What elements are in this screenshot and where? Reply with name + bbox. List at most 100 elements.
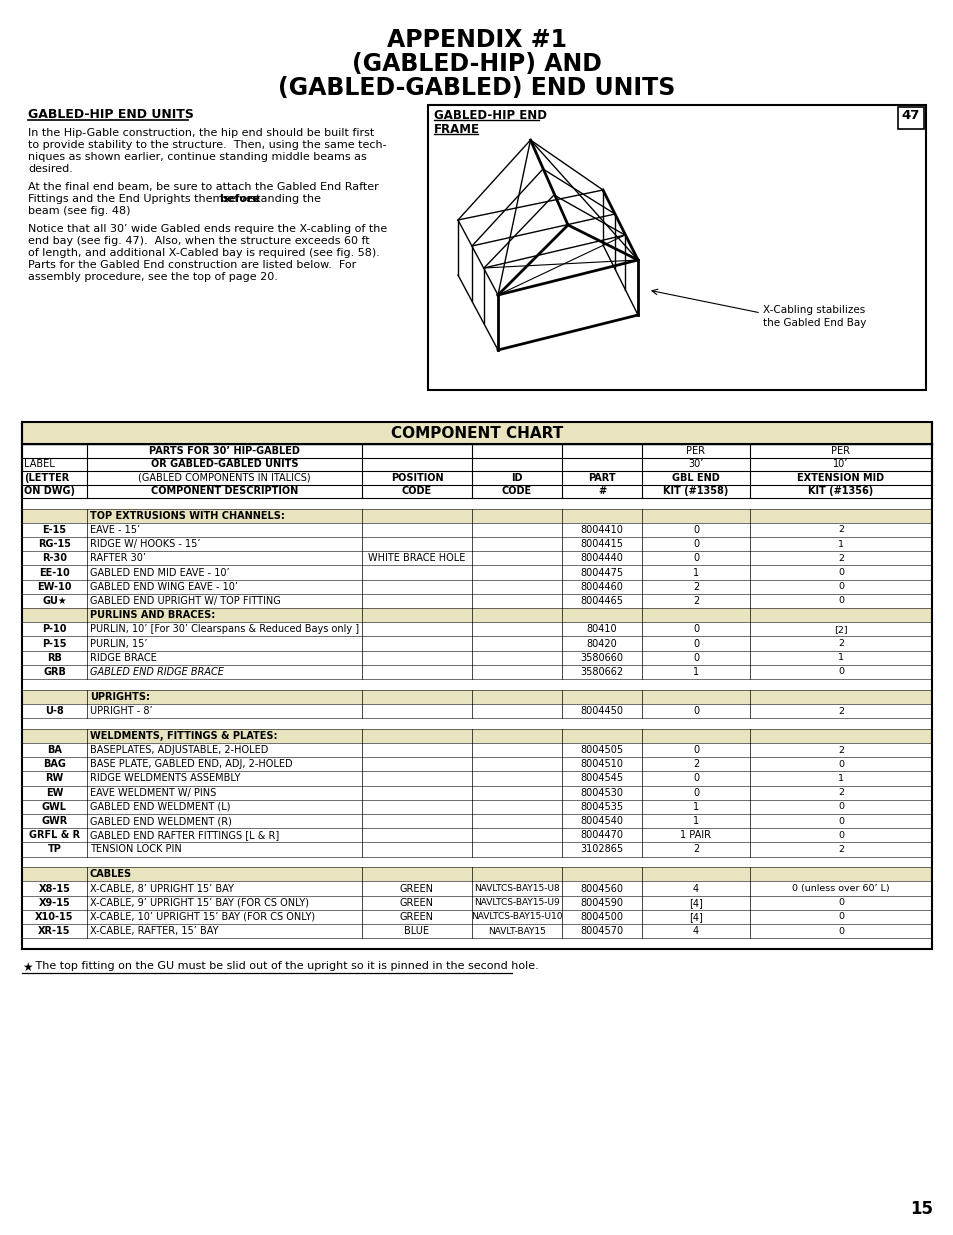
Text: GREEN: GREEN — [399, 883, 434, 893]
Text: EAVE WELDMENT W/ PINS: EAVE WELDMENT W/ PINS — [90, 788, 216, 798]
Bar — [22, 445, 931, 498]
Text: ★: ★ — [22, 961, 32, 974]
Text: WELDMENTS, FITTINGS & PLATES:: WELDMENTS, FITTINGS & PLATES: — [90, 731, 277, 741]
Text: before: before — [218, 194, 259, 204]
Text: 8004475: 8004475 — [579, 568, 623, 578]
Text: (GABLED-GABLED) END UNITS: (GABLED-GABLED) END UNITS — [278, 77, 675, 100]
Text: X-Cabling stabilizes: X-Cabling stabilizes — [762, 305, 864, 315]
Bar — [22, 651, 931, 664]
Text: PER: PER — [831, 446, 850, 456]
Text: PART: PART — [588, 473, 616, 483]
Bar — [22, 842, 931, 857]
Text: GBL END: GBL END — [672, 473, 720, 483]
Text: X-CABLE, RAFTER, 15’ BAY: X-CABLE, RAFTER, 15’ BAY — [90, 926, 218, 936]
Text: 1: 1 — [837, 540, 843, 548]
Text: 47: 47 — [901, 109, 920, 122]
Text: UPRIGHT - 8’: UPRIGHT - 8’ — [90, 706, 152, 716]
Text: X10-15: X10-15 — [35, 911, 73, 921]
Bar — [22, 757, 931, 772]
Text: RIDGE BRACE: RIDGE BRACE — [90, 653, 156, 663]
Text: APPENDIX #1: APPENDIX #1 — [387, 28, 566, 52]
Text: XR-15: XR-15 — [38, 926, 71, 936]
Text: 0: 0 — [692, 788, 699, 798]
Bar — [22, 857, 931, 867]
Text: RIDGE WELDMENTS ASSEMBLY: RIDGE WELDMENTS ASSEMBLY — [90, 773, 240, 783]
Text: X-CABLE, 9’ UPRIGHT 15’ BAY (FOR CS ONLY): X-CABLE, 9’ UPRIGHT 15’ BAY (FOR CS ONLY… — [90, 898, 309, 908]
Text: RW: RW — [46, 773, 64, 783]
Text: 10’: 10’ — [832, 459, 848, 469]
Bar — [22, 895, 931, 910]
Text: WHITE BRACE HOLE: WHITE BRACE HOLE — [368, 553, 465, 563]
Text: KIT (#1356): KIT (#1356) — [807, 487, 873, 496]
Bar — [22, 622, 931, 636]
Text: 0: 0 — [692, 706, 699, 716]
Text: BAG: BAG — [43, 760, 66, 769]
Text: (GABLED-HIP) AND: (GABLED-HIP) AND — [352, 52, 601, 77]
Bar — [22, 579, 931, 594]
Text: the Gabled End Bay: the Gabled End Bay — [762, 317, 865, 329]
Text: EW-10: EW-10 — [37, 582, 71, 592]
Bar — [22, 537, 931, 551]
Text: GREEN: GREEN — [399, 898, 434, 908]
Text: RIDGE W/ HOOKS - 15’: RIDGE W/ HOOKS - 15’ — [90, 540, 200, 550]
Text: 8004500: 8004500 — [579, 911, 623, 921]
Text: 0: 0 — [692, 625, 699, 635]
Bar — [428, 105, 925, 390]
Text: BA: BA — [47, 745, 62, 755]
Text: U-8: U-8 — [45, 706, 64, 716]
Bar — [22, 829, 931, 842]
Text: POSITION: POSITION — [391, 473, 443, 483]
Bar — [22, 729, 931, 743]
Text: 0: 0 — [837, 816, 843, 825]
Text: COMPONENT CHART: COMPONENT CHART — [391, 426, 562, 441]
Text: 8004410: 8004410 — [580, 525, 622, 535]
Text: 2: 2 — [692, 597, 699, 606]
Text: PURLIN, 10’ [For 30’ Clearspans & Reduced Bays only ]: PURLIN, 10’ [For 30’ Clearspans & Reduce… — [90, 625, 358, 635]
Text: 4: 4 — [692, 883, 699, 893]
Text: Parts for the Gabled End construction are listed below.  For: Parts for the Gabled End construction ar… — [28, 261, 355, 270]
Text: 2: 2 — [837, 553, 843, 563]
Text: 0: 0 — [837, 760, 843, 768]
Text: 80410: 80410 — [586, 625, 617, 635]
Text: 1: 1 — [692, 568, 699, 578]
Text: 0: 0 — [837, 926, 843, 936]
Text: (GABLED COMPONENTS IN ITALICS): (GABLED COMPONENTS IN ITALICS) — [138, 473, 311, 483]
Text: NAVLTCS-BAY15-U10: NAVLTCS-BAY15-U10 — [471, 913, 562, 921]
Text: BASE PLATE, GABLED END, ADJ, 2-HOLED: BASE PLATE, GABLED END, ADJ, 2-HOLED — [90, 760, 293, 769]
Text: 15: 15 — [909, 1200, 932, 1218]
Bar — [22, 636, 931, 651]
Text: 0 (unless over 60’ L): 0 (unless over 60’ L) — [791, 884, 889, 893]
Text: 0: 0 — [692, 638, 699, 648]
Bar — [22, 551, 931, 566]
Text: 2: 2 — [692, 760, 699, 769]
Text: 8004545: 8004545 — [579, 773, 623, 783]
Text: 0: 0 — [837, 831, 843, 840]
Bar — [22, 509, 931, 522]
Text: 2: 2 — [837, 845, 843, 853]
Text: 0: 0 — [837, 803, 843, 811]
Text: GREEN: GREEN — [399, 911, 434, 921]
Text: 1: 1 — [692, 802, 699, 811]
Text: UPRIGHTS:: UPRIGHTS: — [90, 692, 150, 701]
Text: GRB: GRB — [43, 667, 66, 677]
Text: GWL: GWL — [42, 802, 67, 811]
Text: 8004540: 8004540 — [579, 816, 623, 826]
Bar — [22, 522, 931, 537]
Text: BLUE: BLUE — [404, 926, 429, 936]
Text: 1 PAIR: 1 PAIR — [679, 830, 711, 840]
Text: EE-10: EE-10 — [39, 568, 70, 578]
Text: end bay (see fig. 47).  Also, when the structure exceeds 60 ft: end bay (see fig. 47). Also, when the st… — [28, 236, 369, 246]
Text: 8004470: 8004470 — [579, 830, 623, 840]
Text: TOP EXTRUSIONS WITH CHANNELS:: TOP EXTRUSIONS WITH CHANNELS: — [90, 511, 285, 521]
Text: 8004440: 8004440 — [580, 553, 622, 563]
Text: P-10: P-10 — [42, 625, 67, 635]
Text: [4]: [4] — [688, 898, 702, 908]
Text: desired.: desired. — [28, 164, 72, 174]
Text: #: # — [598, 487, 605, 496]
Text: niques as shown earlier, continue standing middle beams as: niques as shown earlier, continue standi… — [28, 152, 366, 162]
Text: TP: TP — [48, 845, 61, 855]
Text: EW: EW — [46, 788, 63, 798]
Text: 8004510: 8004510 — [579, 760, 623, 769]
Text: 8004530: 8004530 — [579, 788, 623, 798]
Text: At the final end beam, be sure to attach the Gabled End Rafter: At the final end beam, be sure to attach… — [28, 182, 378, 191]
